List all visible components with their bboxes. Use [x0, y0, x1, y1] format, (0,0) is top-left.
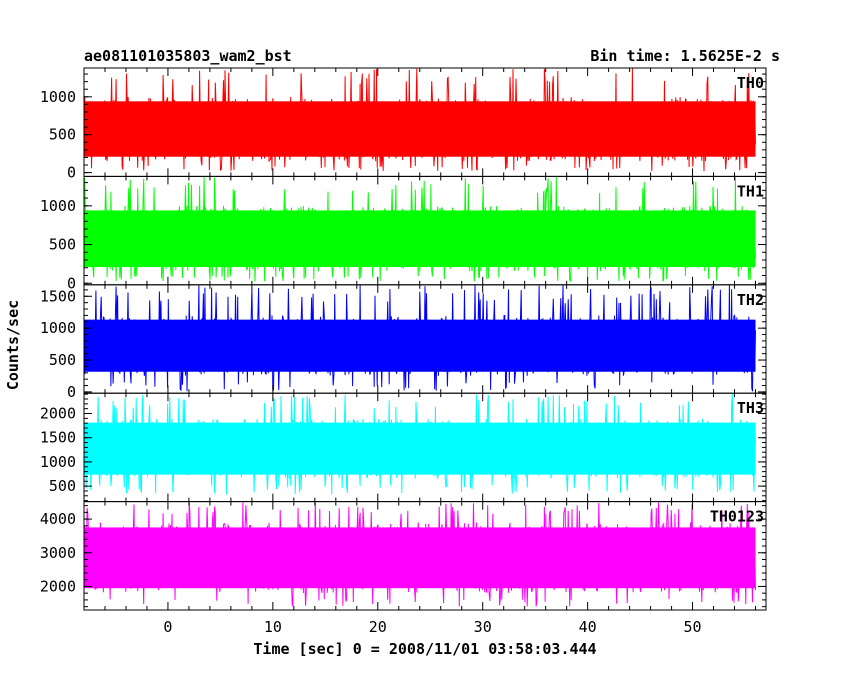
x-tick-label: 0	[163, 618, 172, 636]
panel-th2: 0 500 1000 1500 TH2	[40, 284, 767, 401]
x-tick-label: 40	[579, 618, 597, 636]
panel-th0: 0 500 1000 TH0	[40, 67, 767, 182]
series-label-th0: TH0	[737, 74, 764, 92]
x-tick-label: 10	[264, 618, 282, 636]
series-line-th2	[83, 284, 756, 392]
y-axis-label: Counts/sec	[4, 300, 22, 390]
y-tick-label: 1000	[40, 453, 76, 471]
panels-group: 0 500 1000 TH0 0 500 1000 TH1 0 500 1000 1500 TH2 500…	[40, 67, 767, 611]
series-line-th0123	[83, 501, 756, 607]
y-tick-label: 1000	[40, 197, 76, 215]
series-line-th3	[83, 393, 756, 495]
x-axis: 0 10 20 30 40 50	[163, 618, 701, 636]
panel-th1: 0 500 1000 TH1	[40, 175, 767, 292]
x-tick-label: 30	[474, 618, 492, 636]
series-label-th1: TH1	[737, 182, 764, 200]
y-tick-label: 0	[67, 164, 76, 182]
y-tick-label: 500	[49, 351, 76, 369]
series-label-th3: TH3	[737, 399, 764, 417]
panel-th3: 500 1000 1500 2000 TH3	[40, 392, 767, 503]
y-tick-label: 500	[49, 236, 76, 254]
y-tick-label: 3000	[40, 544, 76, 562]
panel-frame	[83, 501, 767, 611]
x-axis-label: Time [sec] 0 = 2008/11/01 03:58:03.444	[253, 640, 596, 658]
y-tick-label: 1500	[40, 429, 76, 447]
series-line-th1	[83, 176, 756, 283]
x-tick-label: 50	[684, 618, 702, 636]
y-tick-label: 0	[67, 274, 76, 292]
chart-title-right: Bin time: 1.5625E-2 s	[590, 47, 780, 65]
series-line-th0	[83, 68, 756, 172]
series-label-th0123: TH0123	[710, 508, 764, 526]
y-tick-label: 500	[49, 477, 76, 495]
y-tick-label: 1000	[40, 319, 76, 337]
y-tick-label: 1000	[40, 88, 76, 106]
y-tick-label: 500	[49, 126, 76, 144]
y-tick-label: 2000	[40, 577, 76, 595]
y-tick-label: 0	[67, 383, 76, 401]
series-label-th2: TH2	[737, 291, 764, 309]
x-tick-label: 20	[369, 618, 387, 636]
panel-th0123: 2000 3000 4000 TH0123	[40, 501, 767, 611]
y-tick-label: 1500	[40, 287, 76, 305]
y-tick-label: 2000	[40, 405, 76, 423]
chart-title-left: ae081101035803_wam2_bst	[84, 47, 292, 65]
y-tick-label: 4000	[40, 510, 76, 528]
